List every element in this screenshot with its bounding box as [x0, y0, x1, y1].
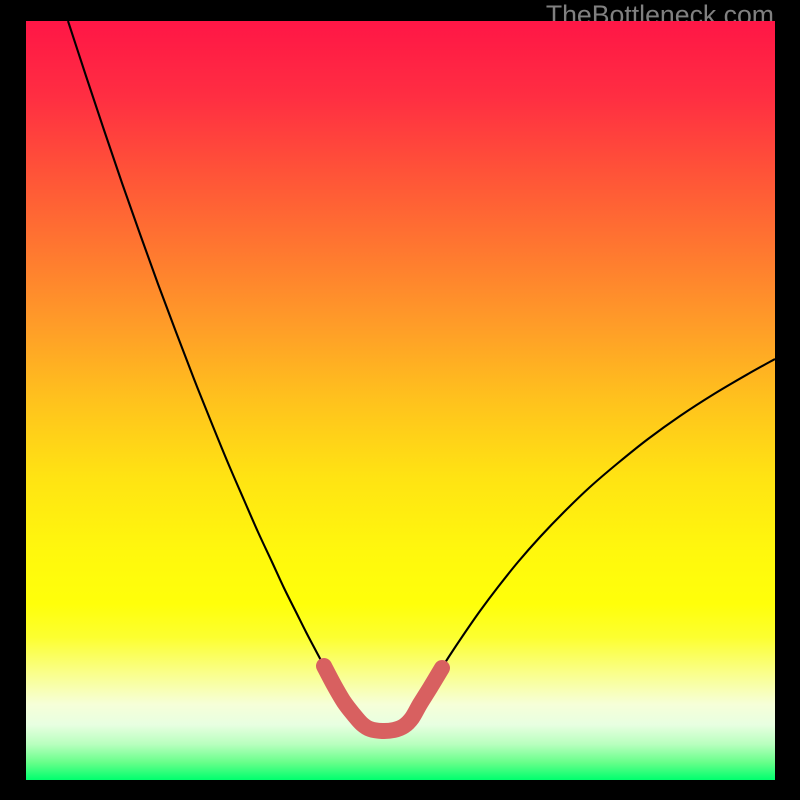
- chart-frame: TheBottleneck.com: [0, 0, 800, 800]
- bottleneck-chart: [26, 21, 775, 780]
- gradient-background: [26, 21, 775, 780]
